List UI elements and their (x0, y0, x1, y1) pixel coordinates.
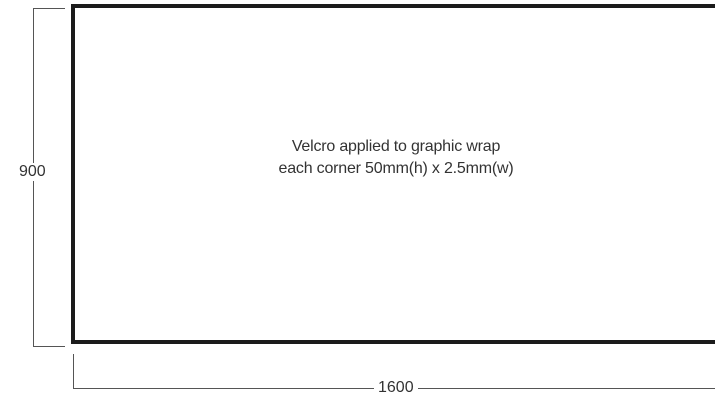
panel-note-line-1: Velcro applied to graphic wrap (291, 138, 501, 155)
panel-note-line-2: each corner 50mm(h) x 2.5mm(w) (278, 160, 514, 177)
height-dimension-top-tick (33, 8, 65, 9)
height-dimension-bottom-tick (33, 346, 65, 347)
graphic-wrap-panel: Velcro applied to graphic wrap each corn… (71, 4, 715, 344)
width-dimension-left-tick (73, 354, 74, 388)
height-dimension-label: 900 (18, 163, 47, 181)
panel-note: Velcro applied to graphic wrap each corn… (75, 136, 715, 180)
width-dimension-label: 1600 (374, 379, 418, 397)
